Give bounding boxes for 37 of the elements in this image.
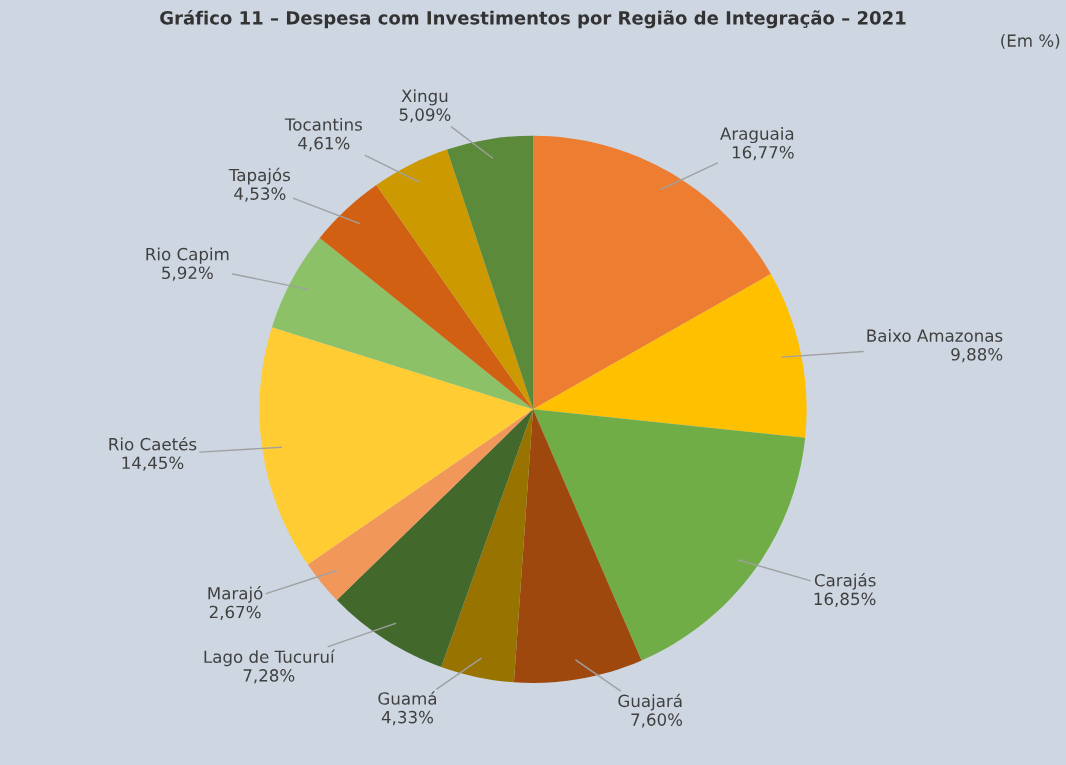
pie-slice (336, 409, 533, 668)
slice-label: Araguaia (720, 126, 794, 144)
slice-label: Tapajós (228, 167, 291, 185)
slice-label: Baixo Amazonas (867, 329, 1003, 342)
pie-slice (319, 184, 533, 410)
slice-label: Rio Caetés (109, 436, 197, 451)
data-label: 4,61% (298, 136, 350, 152)
pie-slice (441, 409, 533, 683)
slice-label: Carajás (814, 572, 876, 590)
text: (Em %) (1001, 34, 1060, 49)
pie-slice (259, 327, 533, 565)
chart-title: Gráfico 11 – Despesa com Investimentos por Região de Integração – 2021 (160, 9, 906, 29)
slice-label: Guamá (378, 691, 437, 705)
pie-slice (446, 135, 533, 410)
data-label: 7,60% (631, 713, 683, 728)
slice-label: Guajará (618, 693, 682, 711)
pie-slice (307, 409, 533, 601)
data-label: 9,88% (951, 348, 1003, 363)
pie-slice (376, 149, 533, 410)
pie-slice (513, 409, 642, 683)
slice-label: Tocantins (284, 117, 362, 131)
data-label: 5,92% (162, 266, 213, 281)
data-label: 16,77% (732, 145, 794, 161)
pie-slice (533, 274, 807, 438)
data-label: 5,09% (399, 108, 451, 123)
slice-label: Rio Capim (146, 247, 229, 264)
data-label: 7,28% (243, 669, 295, 684)
pie-slice (271, 237, 533, 410)
pie-slice (533, 409, 806, 661)
data-label: 14,45% (122, 456, 184, 471)
slice-label: Lago de Tucuruí (204, 649, 336, 667)
slice-label: Marajó (208, 586, 263, 603)
data-label: 4,33% (381, 710, 434, 726)
slice-label: Xingu (401, 89, 448, 106)
data-label: 16,85% (814, 592, 876, 607)
data-label: 2,67% (209, 605, 261, 620)
data-label: 4,53% (234, 187, 286, 202)
